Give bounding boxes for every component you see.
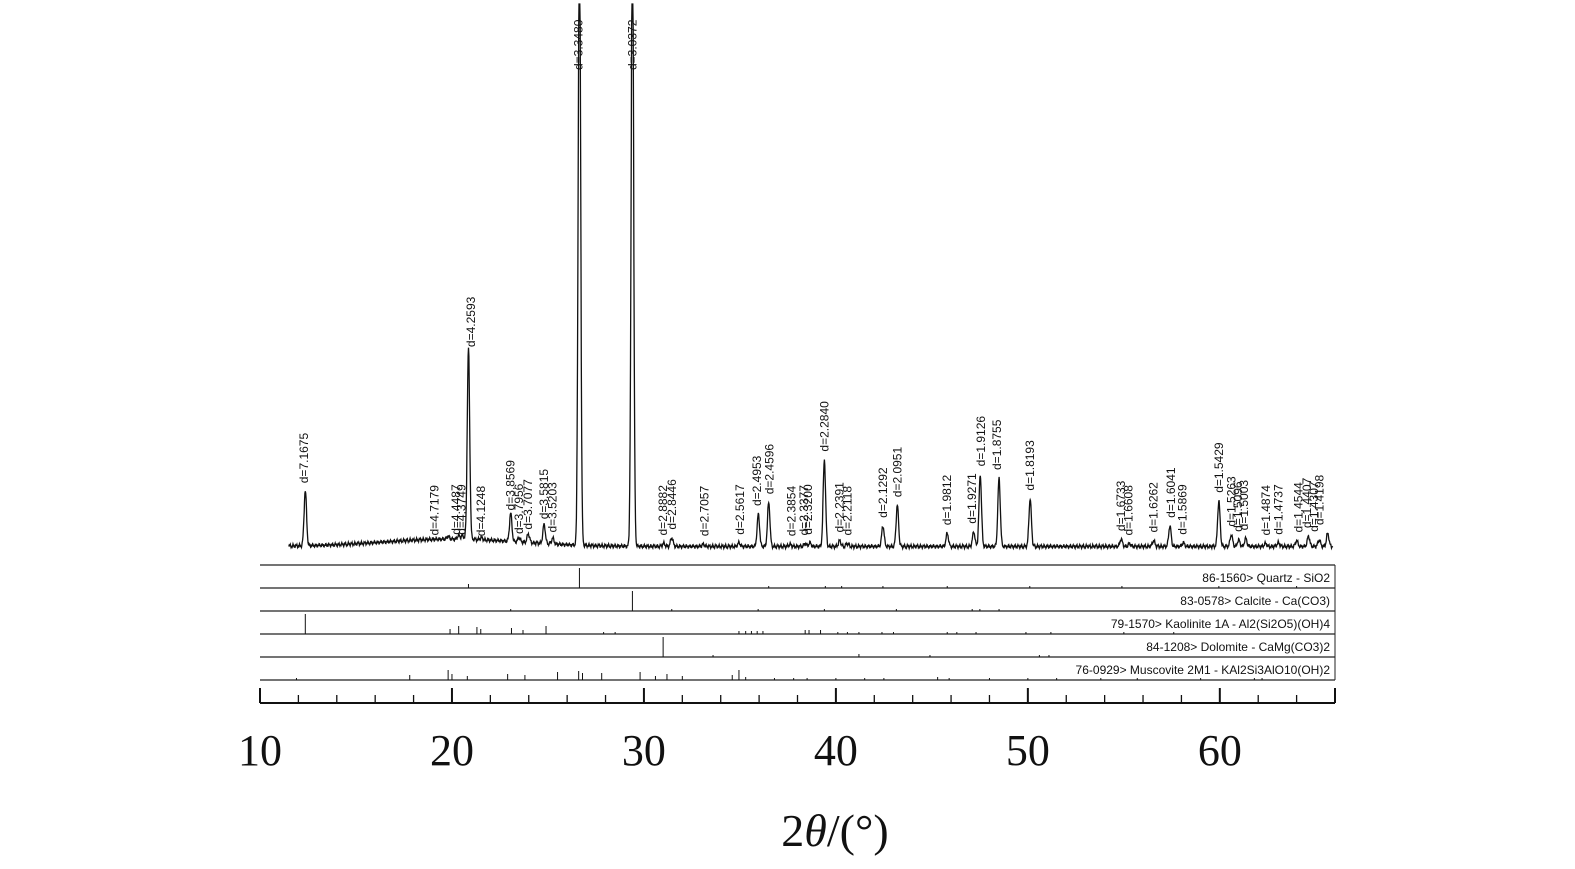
peak-label: d=1.9271 <box>965 473 979 524</box>
x-tick-label: 10 <box>238 726 282 775</box>
peak-label: d=2.3377 <box>797 485 811 536</box>
peak-label: d=1.5869 <box>1175 484 1189 535</box>
peak-label: d=2.0951 <box>890 447 904 498</box>
peak-label: d=3.5203 <box>546 482 560 533</box>
peak-label: d=3.5815 <box>537 469 551 520</box>
peak-label: d=1.4874 <box>1259 485 1273 536</box>
peak-label: d=2.8882 <box>656 485 670 536</box>
x-tick-label: 30 <box>622 726 666 775</box>
peak-label: d=1.9812 <box>940 474 954 525</box>
peak-label: d=3.8569 <box>504 460 518 511</box>
peak-label: d=1.8755 <box>990 419 1004 470</box>
peak-label: d=4.1248 <box>474 486 488 537</box>
peak-label: d=2.4953 <box>750 455 764 506</box>
peak-label: d=1.5003 <box>1237 480 1251 531</box>
peak-label: d=1.5096 <box>1231 481 1245 532</box>
phase-label: 83-0578> Calcite - Ca(CO3) <box>1180 594 1330 608</box>
peak-label: d=1.6608 <box>1122 485 1136 536</box>
peak-label: d=3.7077 <box>521 479 535 530</box>
peak-label: d=1.6041 <box>1164 467 1178 518</box>
peak-label: d=4.3749 <box>455 484 469 535</box>
peak-label: d=1.6733 <box>1114 480 1128 531</box>
peak-label: d=1.4737 <box>1271 484 1285 535</box>
x-tick-label: 20 <box>430 726 474 775</box>
x-axis-label: 2θ/(°) <box>781 805 888 856</box>
peak-label: d=2.8446 <box>665 479 679 530</box>
peak-label: d=1.6262 <box>1147 482 1161 533</box>
peak-label: d=1.5263 <box>1224 476 1238 527</box>
peak-label: d=2.4596 <box>763 444 777 495</box>
peak-label: d=3.0372 <box>625 19 639 70</box>
peak-label: d=3.3480 <box>572 19 586 70</box>
phase-panel: 76-0929> Muscovite 2M1 - KAl2Si3AlO10(OH… <box>260 663 1335 681</box>
peak-label: d=2.2840 <box>817 401 831 452</box>
phase-label: 84-1208> Dolomite - CaMg(CO3)2 <box>1146 640 1330 654</box>
peak-label: d=7.1675 <box>297 433 311 484</box>
peak-label: d=1.4407 <box>1300 477 1314 528</box>
peak-label: d=2.1292 <box>876 467 890 518</box>
peak-label: d=4.7179 <box>428 485 442 536</box>
peak-label: d=2.7057 <box>697 486 711 537</box>
diffraction-curve <box>288 3 1334 552</box>
peak-label: d=1.4307 <box>1307 481 1321 532</box>
peak-label: d=2.3854 <box>785 486 799 537</box>
x-tick-label: 40 <box>814 726 858 775</box>
diffraction-pattern <box>288 3 1334 552</box>
peak-label: d=2.2118 <box>840 486 854 536</box>
phase-reference-panels: 86-1560> Quartz - SiO2 83-0578> Calcite -… <box>260 564 1336 681</box>
phase-panel: 86-1560> Quartz - SiO2 <box>260 568 1335 589</box>
peak-label: d=2.5617 <box>733 484 747 535</box>
x-tick-label: 60 <box>1198 726 1242 775</box>
phase-panel: 84-1208> Dolomite - CaMg(CO3)2 <box>260 637 1335 658</box>
phase-label: 79-1570> Kaolinite 1A - Al2(Si2O5)(OH)4 <box>1111 617 1330 631</box>
x-axis: 10 20 30 40 50 60 <box>238 688 1336 775</box>
peak-label: d=1.4198 <box>1313 474 1327 525</box>
phase-panel: 79-1570> Kaolinite 1A - Al2(Si2O5)(OH)4 <box>260 614 1335 635</box>
peak-label: d=4.4487 <box>449 484 463 535</box>
peak-label: d=2.2391 <box>833 482 847 533</box>
phase-label: 86-1560> Quartz - SiO2 <box>1202 571 1330 585</box>
peak-label: d=2.3200 <box>801 484 815 535</box>
peak-label: d=1.4544 <box>1292 482 1306 533</box>
peak-label: d=1.5429 <box>1212 442 1226 493</box>
phase-label: 76-0929> Muscovite 2M1 - KAl2Si3AlO10(OH… <box>1076 663 1331 677</box>
peak-label: d=3.7956 <box>512 483 526 534</box>
peak-label: d=1.8193 <box>1023 440 1037 491</box>
x-tick-label: 50 <box>1006 726 1050 775</box>
peak-label: d=1.9126 <box>974 416 988 467</box>
phase-panel: 83-0578> Calcite - Ca(CO3) <box>260 591 1335 612</box>
peak-label: d=4.2593 <box>464 296 478 347</box>
